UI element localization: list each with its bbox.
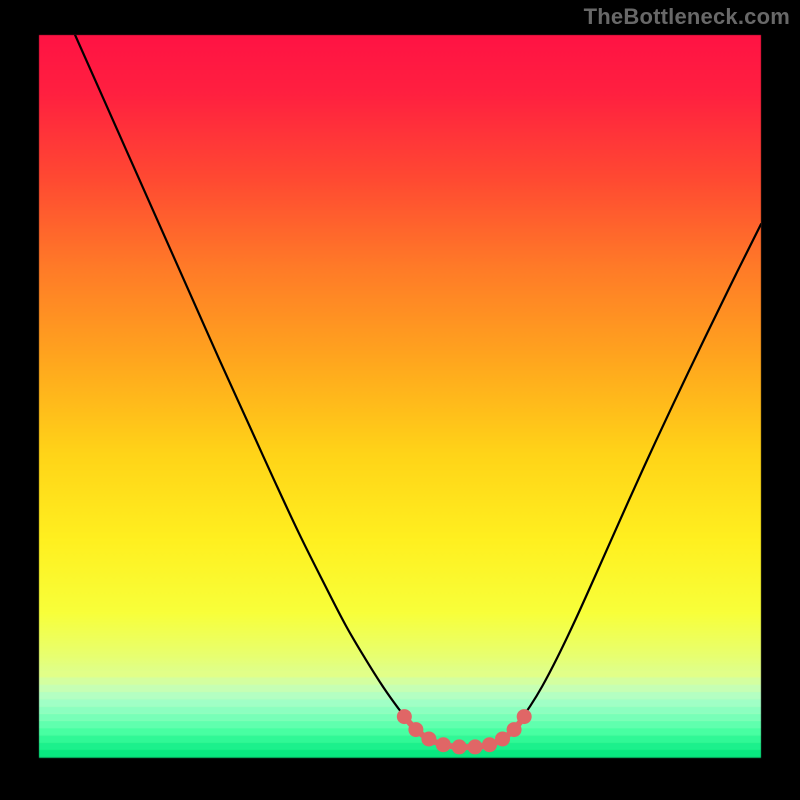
chart-container: TheBottleneck.com [0, 0, 800, 800]
optimal-range-marker [517, 709, 532, 724]
chart-overlay [0, 0, 800, 800]
optimal-range-marker [408, 722, 423, 737]
watermark-label: TheBottleneck.com [584, 4, 790, 30]
optimal-range-marker [397, 709, 412, 724]
optimal-range-marker [468, 739, 483, 754]
optimal-range-marker [452, 739, 467, 754]
bottleneck-v-curve [75, 35, 761, 747]
optimal-range-marker [421, 731, 436, 746]
optimal-range-marker [507, 722, 522, 737]
optimal-range-marker [436, 737, 451, 752]
optimal-range-marker [495, 731, 510, 746]
optimal-range-marker [482, 737, 497, 752]
